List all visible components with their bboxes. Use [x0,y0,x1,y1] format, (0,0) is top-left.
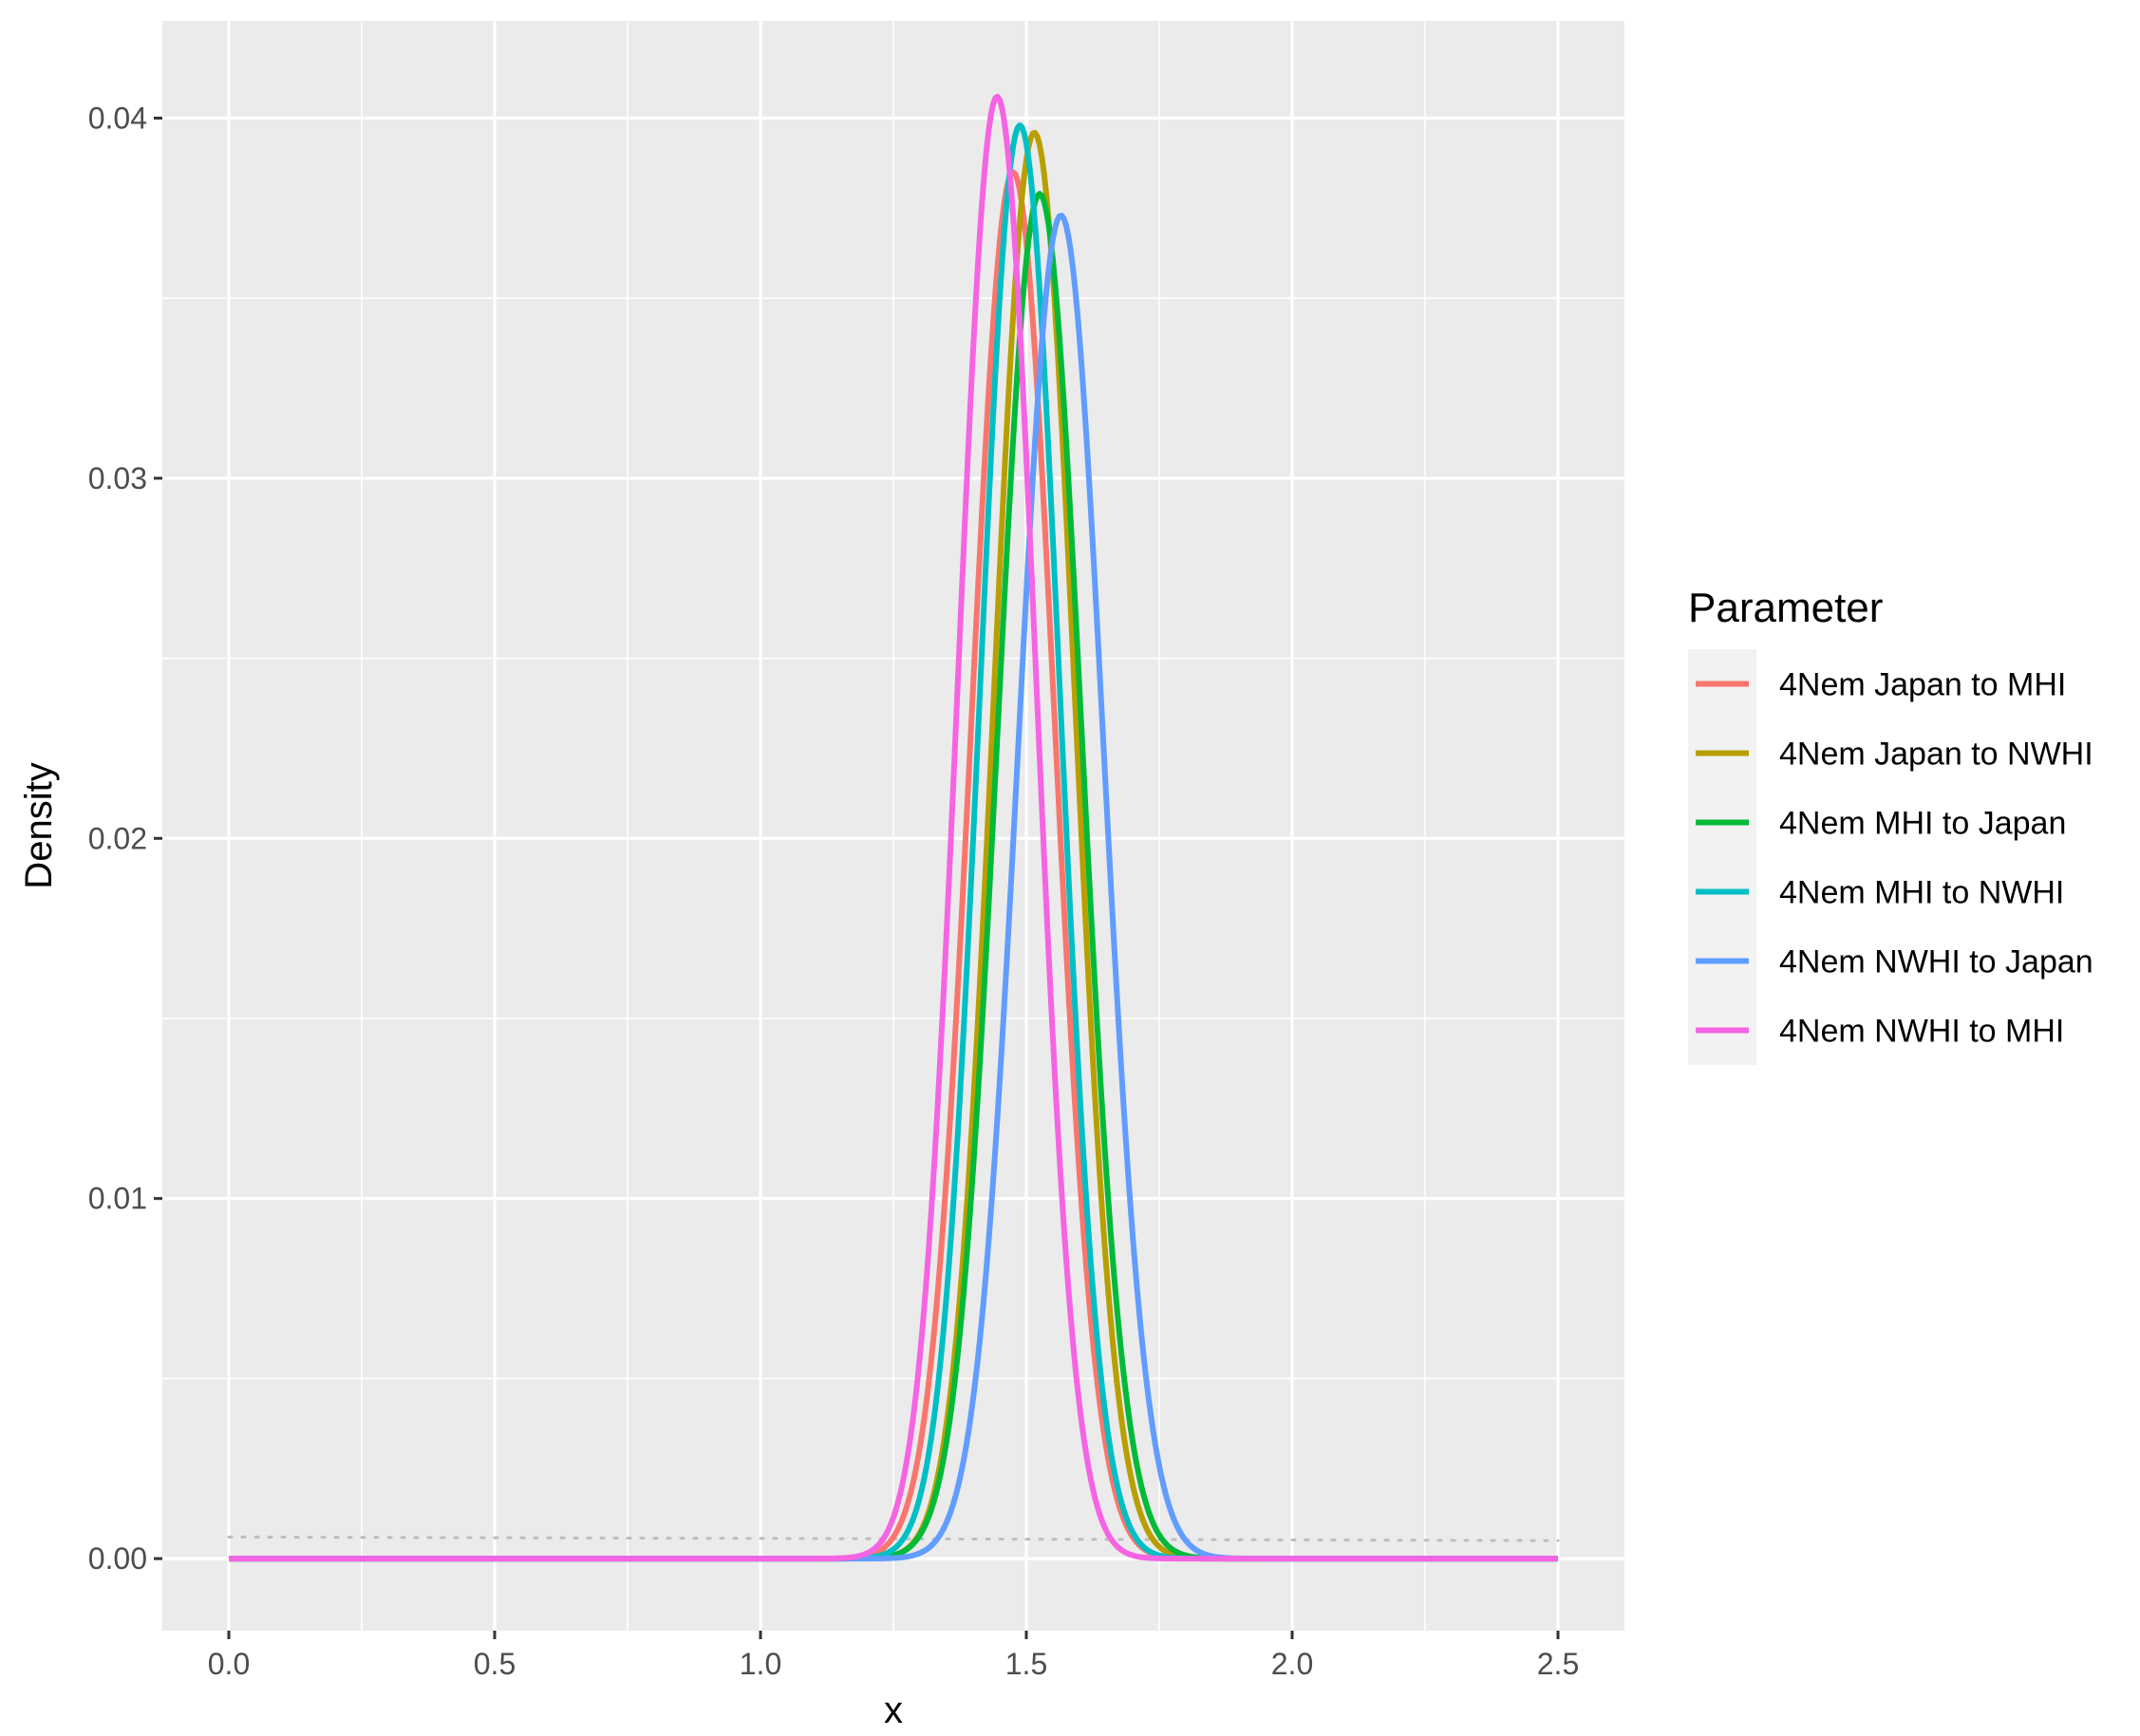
legend: Parameter 4Nem Japan to MHI 4Nem Japan to… [1688,585,2093,1065]
series-line-6 [228,93,1559,1562]
y-tick-label: 0.04 [88,101,147,135]
x-tick-label: 1.0 [740,1647,781,1681]
legend-item: 4Nem Japan to MHI [1696,667,2066,703]
legend-label: 4Nem Japan to MHI [1779,667,2066,703]
legend-label: 4Nem MHI to NWHI [1779,875,2064,911]
x-axis-title: x [884,1689,903,1731]
x-tick-label: 2.5 [1537,1647,1579,1681]
legend-label: 4Nem MHI to Japan [1779,806,2066,842]
x-axis: 0.0 0.5 1.0 1.5 2.0 2.5 [208,1631,1579,1681]
x-tick-label: 2.0 [1271,1647,1313,1681]
y-tick-label: 0.00 [88,1541,147,1576]
legend-label: 4Nem Japan to NWHI [1779,737,2093,773]
legend-item: 4Nem NWHI to MHI [1696,1014,2064,1050]
minor-gridlines [162,21,1624,1631]
x-tick-label: 0.0 [208,1647,250,1681]
y-tick-label: 0.01 [88,1182,147,1216]
legend-label: 4Nem NWHI to MHI [1779,1014,2064,1050]
legend-label: 4Nem NWHI to Japan [1779,944,2093,980]
y-tick-label: 0.03 [88,461,147,495]
y-tick-label: 0.02 [88,821,147,855]
series-layer [228,93,1559,1562]
legend-item: 4Nem Japan to NWHI [1696,737,2093,773]
legend-title: Parameter [1688,585,1883,631]
x-tick-label: 0.5 [474,1647,516,1681]
legend-keys-background [1688,649,1756,1065]
y-axis-title: Density [18,762,60,888]
x-tick-label: 1.5 [1005,1647,1047,1681]
legend-item: 4Nem MHI to NWHI [1696,875,2064,911]
legend-item: 4Nem NWHI to Japan [1696,944,2093,980]
legend-item: 4Nem MHI to Japan [1696,806,2066,842]
y-axis: 0.00 0.01 0.02 0.03 0.04 [88,101,162,1576]
